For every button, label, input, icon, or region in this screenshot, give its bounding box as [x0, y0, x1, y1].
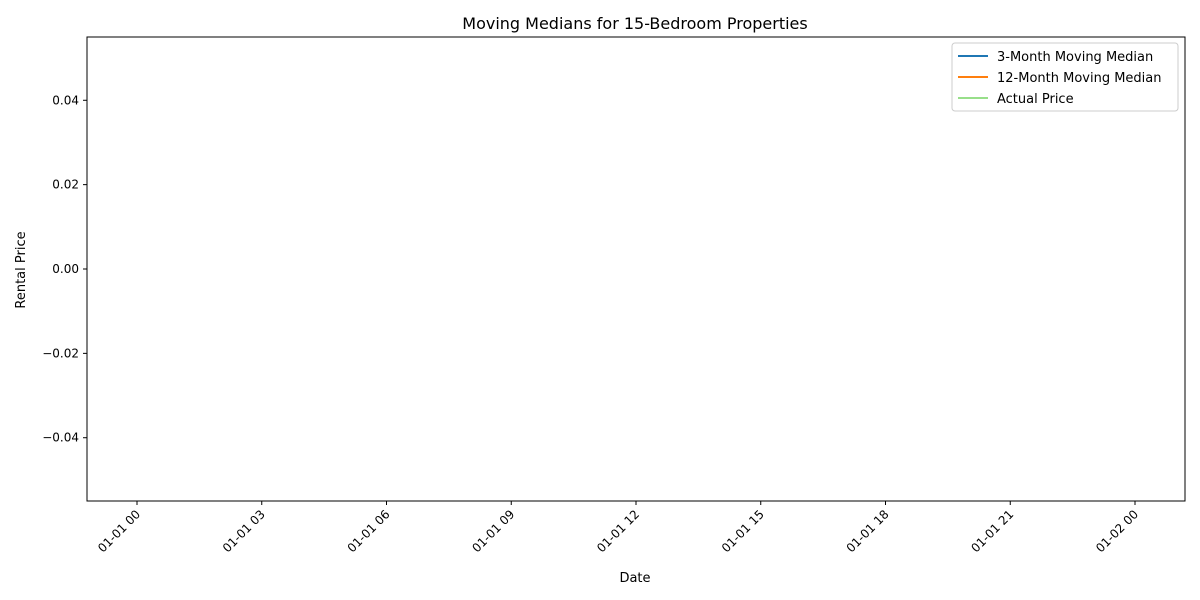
legend: 3-Month Moving Median 12-Month Moving Med… [951, 42, 1179, 112]
legend-label: 12-Month Moving Median [997, 71, 1162, 86]
y-tick-label: 0.02 [52, 178, 79, 192]
legend-box [951, 42, 1179, 112]
y-tick-label: 0.00 [52, 262, 79, 276]
chart-title: Moving Medians for 15-Bedroom Properties [462, 14, 807, 33]
y-tick-label: −0.04 [42, 431, 79, 445]
legend-label: Actual Price [997, 92, 1074, 107]
y-axis-label: Rental Price [14, 231, 29, 308]
y-axis: 0.04 0.02 0.00 −0.02 −0.04 [42, 93, 87, 445]
y-tick-label: −0.02 [42, 346, 79, 360]
legend-label: 3-Month Moving Median [997, 50, 1153, 65]
x-axis-label: Date [619, 571, 650, 586]
y-tick-label: 0.04 [52, 93, 79, 107]
plot-area [86, 36, 1186, 502]
